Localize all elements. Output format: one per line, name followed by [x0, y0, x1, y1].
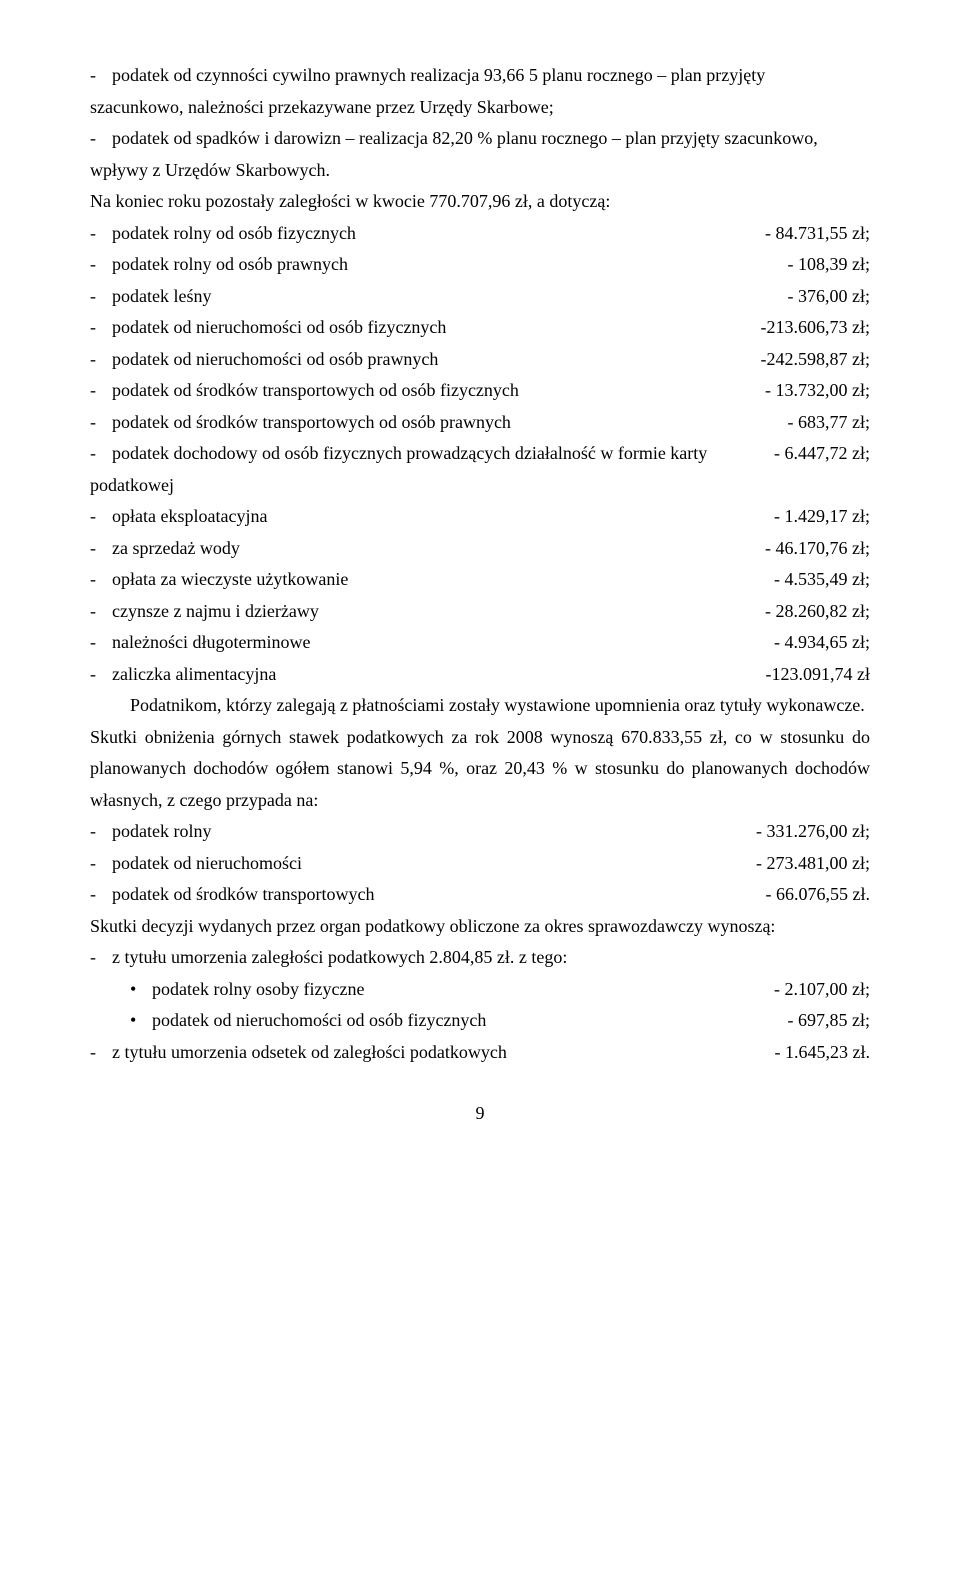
umorzenie-odsetek-label: z tytułu umorzenia odsetek od zaległości…: [112, 1042, 507, 1062]
zaleg-row: -podatek od nieruchomości od osób fizycz…: [90, 312, 870, 344]
bullet-icon: •: [130, 974, 152, 1006]
zaleg-row: -podatek od środków transportowych od os…: [90, 375, 870, 407]
zaleg-value: - 4.535,49 zł;: [774, 564, 870, 596]
bullet-label: podatek od nieruchomości od osób fizyczn…: [152, 1010, 486, 1030]
umorzenie-label: z tytułu umorzenia zaległości podatkowyc…: [112, 947, 567, 967]
skutki-value: - 331.276,00 zł;: [756, 816, 870, 848]
intro-text-1: podatek od czynności cywilno prawnych re…: [90, 65, 765, 117]
podatnikom-paragraph: Podatnikom, którzy zalegają z płatnościa…: [90, 690, 870, 722]
skutki-value: - 66.076,55 zł.: [766, 879, 870, 911]
zaleg-label: podatek dochodowy od osób fizycznych pro…: [90, 443, 707, 495]
skutki-row: -podatek od środków transportowych - 66.…: [90, 879, 870, 911]
zaleg-value: - 376,00 zł;: [788, 281, 871, 313]
zaleg-value: - 46.170,76 zł;: [765, 533, 870, 565]
bullet-label: podatek rolny osoby fizyczne: [152, 979, 364, 999]
zaleg-row: -opłata eksploatacyjna - 1.429,17 zł;: [90, 501, 870, 533]
skutki-row: -podatek rolny - 331.276,00 zł;: [90, 816, 870, 848]
skutki-label: podatek od nieruchomości: [112, 853, 302, 873]
page-number: 9: [90, 1098, 870, 1130]
intro-text-2: podatek od spadków i darowizn – realizac…: [90, 128, 818, 180]
bullet-icon: •: [130, 1005, 152, 1037]
zaleg-value: -242.598,87 zł;: [761, 344, 871, 376]
skutki-row: -podatek od nieruchomości - 273.481,00 z…: [90, 848, 870, 880]
zaleg-label: podatek od środków transportowych od osó…: [112, 412, 511, 432]
skutki-value: - 273.481,00 zł;: [756, 848, 870, 880]
zaleg-row: -opłata za wieczyste użytkowanie - 4.535…: [90, 564, 870, 596]
zaleg-label: zaliczka alimentacyjna: [112, 664, 276, 684]
zaleg-row: -podatek dochodowy od osób fizycznych pr…: [90, 438, 870, 501]
zaleg-label: należności długoterminowe: [112, 632, 310, 652]
skutki-label: podatek rolny: [112, 821, 211, 841]
zaleg-row: -podatek od nieruchomości od osób prawny…: [90, 344, 870, 376]
zaleg-value: - 28.260,82 zł;: [765, 596, 870, 628]
zaleg-value: - 6.447,72 zł;: [774, 438, 870, 470]
skutki-label: podatek od środków transportowych: [112, 884, 374, 904]
zaleg-label: opłata za wieczyste użytkowanie: [112, 569, 348, 589]
zaleg-row: -należności długoterminowe - 4.934,65 zł…: [90, 627, 870, 659]
zaleg-row: -czynsze z najmu i dzierżawy - 28.260,82…: [90, 596, 870, 628]
document-page: -podatek od czynności cywilno prawnych r…: [0, 0, 960, 1170]
zaleg-row: -podatek rolny od osób fizycznych - 84.7…: [90, 218, 870, 250]
skutki-intro: Skutki obniżenia górnych stawek podatkow…: [90, 722, 870, 817]
zaleg-row: -zaliczka alimentacyjna -123.091,74 zł: [90, 659, 870, 691]
zaleg-label: za sprzedaż wody: [112, 538, 240, 558]
zaleg-value: - 683,77 zł;: [788, 407, 871, 439]
zaleg-value: -213.606,73 zł;: [761, 312, 871, 344]
bullet-row: •podatek rolny osoby fizyczne - 2.107,00…: [90, 974, 870, 1006]
zaleg-row: -za sprzedaż wody - 46.170,76 zł;: [90, 533, 870, 565]
zaleg-value: - 4.934,65 zł;: [774, 627, 870, 659]
umorzenie-row: -z tytułu umorzenia zaległości podatkowy…: [90, 942, 870, 974]
zaleglosci-intro: Na koniec roku pozostały zaległości w kw…: [90, 186, 870, 218]
bullet-value: - 697,85 zł;: [788, 1005, 871, 1037]
zaleg-row: -podatek od środków transportowych od os…: [90, 407, 870, 439]
umorzenie-odsetek-value: - 1.645,23 zł.: [775, 1037, 870, 1069]
bullet-value: - 2.107,00 zł;: [774, 974, 870, 1006]
zaleg-label: podatek od nieruchomości od osób prawnyc…: [112, 349, 438, 369]
zaleg-label: podatek leśny: [112, 286, 211, 306]
zaleg-value: - 108,39 zł;: [788, 249, 871, 281]
zaleg-label: podatek rolny od osób prawnych: [112, 254, 348, 274]
zaleg-label: opłata eksploatacyjna: [112, 506, 267, 526]
zaleg-row: -podatek leśny - 376,00 zł;: [90, 281, 870, 313]
zaleg-value: - 1.429,17 zł;: [774, 501, 870, 533]
zaleg-row: -podatek rolny od osób prawnych - 108,39…: [90, 249, 870, 281]
zaleg-value: - 13.732,00 zł;: [765, 375, 870, 407]
zaleg-value: -123.091,74 zł: [766, 659, 870, 691]
intro-item-1: -podatek od czynności cywilno prawnych r…: [90, 60, 870, 123]
bullet-row: •podatek od nieruchomości od osób fizycz…: [90, 1005, 870, 1037]
decyzje-intro: Skutki decyzji wydanych przez organ poda…: [90, 911, 870, 943]
intro-item-2: -podatek od spadków i darowizn – realiza…: [90, 123, 870, 186]
zaleg-label: czynsze z najmu i dzierżawy: [112, 601, 319, 621]
zaleg-value: - 84.731,55 zł;: [765, 218, 870, 250]
zaleg-label: podatek od nieruchomości od osób fizyczn…: [112, 317, 446, 337]
zaleg-label: podatek od środków transportowych od osó…: [112, 380, 519, 400]
zaleg-label: podatek rolny od osób fizycznych: [112, 223, 356, 243]
umorzenie-odsetek-row: -z tytułu umorzenia odsetek od zaległośc…: [90, 1037, 870, 1069]
